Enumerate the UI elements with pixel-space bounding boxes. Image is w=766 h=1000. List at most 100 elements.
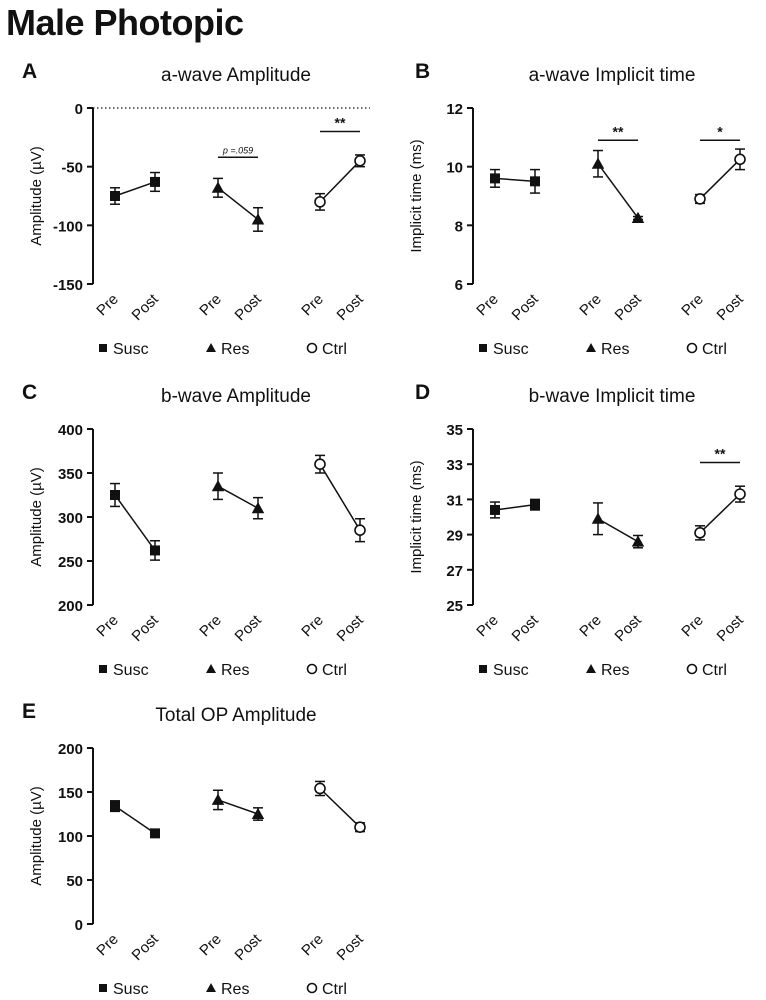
legend-label-ctrl: Ctrl: [702, 341, 727, 358]
legend-marker-susc: [99, 665, 107, 673]
x-tick-label: Pre: [298, 931, 327, 960]
data-point-susc: [150, 828, 160, 839]
x-tick-label: Post: [232, 290, 266, 324]
data-point-ctrl: [314, 458, 326, 471]
legend-marker-susc: [99, 344, 107, 352]
x-tick-label: Pre: [678, 291, 707, 320]
x-tick-label: Post: [334, 611, 368, 645]
data-point-susc: [530, 176, 540, 187]
panel-letter: E: [22, 700, 36, 723]
y-tick-label: 100: [58, 829, 83, 846]
data-point-ctrl: [734, 153, 746, 166]
figure-title: Male Photopic: [6, 2, 244, 43]
y-tick-label: 50: [66, 873, 83, 890]
x-tick-label: Pre: [93, 931, 122, 960]
x-tick-label: Pre: [298, 291, 327, 320]
chart-title: a-wave Implicit time: [529, 65, 696, 86]
x-tick-label: Post: [714, 611, 748, 645]
legend-label-res: Res: [601, 341, 629, 358]
y-tick-label: 10: [446, 160, 463, 177]
y-axis-title: Implicit time (ms): [408, 139, 425, 252]
series-line-res: [597, 518, 639, 543]
x-tick-label: Post: [714, 290, 748, 324]
data-point-ctrl: [354, 155, 366, 167]
data-point-res: [631, 535, 645, 547]
legend-marker-res: [206, 343, 216, 352]
y-axis-title: Amplitude (µV): [28, 786, 45, 886]
data-point-ctrl: [694, 527, 706, 539]
legend-label-ctrl: Ctrl: [322, 341, 347, 358]
data-point-susc: [110, 490, 120, 500]
y-tick-label: 29: [446, 528, 463, 545]
series-line-res: [217, 485, 259, 509]
significance-label: *: [717, 123, 723, 139]
x-tick-label: Pre: [196, 291, 225, 320]
y-tick-label: 33: [446, 457, 463, 474]
x-tick-label: Pre: [473, 612, 502, 641]
series-line-susc: [114, 805, 156, 834]
y-tick-label: 8: [455, 218, 463, 235]
data-point-susc: [150, 176, 160, 187]
data-point-res: [211, 181, 225, 193]
y-tick-label: 25: [446, 598, 463, 615]
legend-marker-susc: [99, 984, 107, 992]
significance-label: **: [715, 445, 726, 461]
legend-marker-res: [206, 664, 216, 673]
x-tick-label: Post: [509, 611, 543, 645]
x-tick-label: Pre: [678, 612, 707, 641]
legend-marker-susc: [479, 344, 487, 352]
legend-label-susc: Susc: [113, 341, 149, 358]
panel-letter: B: [415, 60, 430, 83]
x-tick-label: Pre: [576, 612, 605, 641]
y-tick-label: -100: [53, 218, 83, 235]
y-axis-title: Implicit time (ms): [408, 460, 425, 573]
legend-marker-ctrl: [686, 663, 698, 675]
y-tick-label: 200: [58, 598, 83, 615]
data-point-res: [211, 793, 225, 805]
panel-e: E Total OP Amplitude 0 50 100 150 200 Amplitude…: [22, 700, 367, 998]
x-tick-label: Pre: [576, 291, 605, 320]
y-tick-label: 12: [446, 101, 463, 118]
series-line-susc: [114, 494, 156, 551]
legend-label-susc: Susc: [113, 981, 149, 998]
panel-letter: A: [22, 60, 37, 83]
data-point-res: [591, 512, 605, 524]
y-tick-label: 35: [446, 422, 463, 439]
x-tick-label: Post: [612, 611, 646, 645]
series-line-ctrl: [699, 158, 741, 200]
data-point-susc: [110, 191, 120, 201]
legend-label-res: Res: [601, 662, 629, 679]
y-axis-title: Amplitude (µV): [28, 467, 45, 567]
series-line-susc: [494, 503, 536, 511]
data-point-susc: [490, 504, 500, 515]
x-tick-label: Post: [129, 611, 163, 645]
data-point-ctrl: [734, 488, 746, 500]
panel-letter: C: [22, 381, 37, 404]
series-line-susc: [494, 177, 536, 183]
data-point-res: [211, 479, 225, 492]
chart-title: b-wave Implicit time: [529, 386, 696, 407]
series-line-ctrl: [319, 463, 361, 531]
chart-title: a-wave Amplitude: [161, 65, 311, 86]
y-axis-title: Amplitude (µV): [28, 146, 45, 246]
legend-marker-ctrl: [306, 342, 318, 354]
y-tick-label: 200: [58, 741, 83, 758]
y-tick-label: 27: [446, 563, 463, 580]
legend-label-susc: Susc: [493, 662, 529, 679]
x-tick-label: Post: [232, 930, 266, 964]
legend-label-susc: Susc: [113, 662, 149, 679]
data-point-res: [251, 807, 265, 819]
data-point-susc: [110, 801, 120, 812]
x-tick-label: Post: [129, 290, 163, 324]
legend-marker-ctrl: [306, 663, 318, 675]
y-tick-label: 31: [446, 492, 463, 509]
y-tick-label: 0: [75, 917, 83, 934]
data-point-ctrl: [314, 196, 326, 208]
x-tick-label: Pre: [93, 291, 122, 320]
data-point-susc: [530, 499, 540, 510]
legend-marker-res: [586, 343, 596, 352]
legend-label-ctrl: Ctrl: [322, 662, 347, 679]
